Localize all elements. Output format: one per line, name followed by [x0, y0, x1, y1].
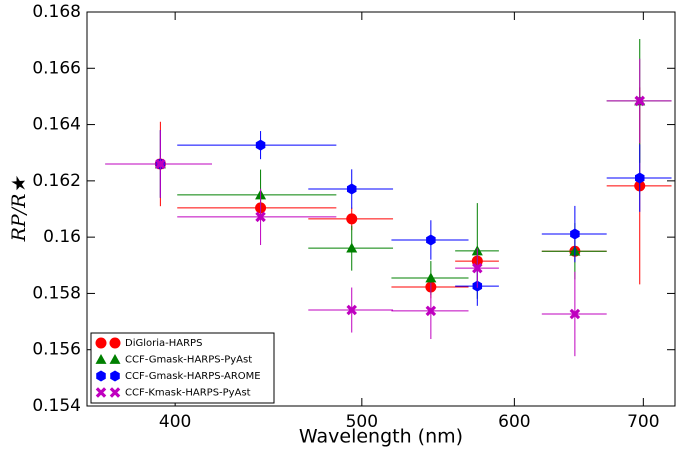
data-point — [346, 304, 357, 316]
data-point — [570, 228, 580, 240]
data-point — [346, 213, 358, 225]
y-tick-label: 0.168 — [32, 2, 81, 22]
data-point — [346, 183, 357, 195]
y-tick-label: 0.16 — [43, 227, 81, 247]
x-axis-label: Wavelength (nm) — [299, 426, 463, 448]
data-point — [346, 242, 358, 253]
legend-marker — [95, 337, 107, 349]
data-point — [634, 95, 646, 107]
data-point — [472, 262, 483, 274]
data-point — [426, 234, 436, 246]
data-point — [634, 172, 645, 184]
legend-marker — [95, 354, 107, 364]
x-tick-label: 600 — [498, 412, 530, 432]
x-tick-label: 400 — [159, 412, 191, 432]
y-tick-label: 0.156 — [32, 340, 81, 360]
legend-box — [90, 332, 275, 404]
legend-marker — [109, 387, 121, 398]
legend-marker — [95, 387, 107, 398]
data-point — [255, 139, 266, 151]
data-point — [569, 308, 581, 320]
data-point — [155, 158, 166, 170]
legend-marker — [110, 370, 120, 382]
y-tick-label: 0.162 — [32, 171, 81, 191]
legend-label: DiGloria-HARPS — [125, 338, 202, 349]
data-point — [425, 272, 437, 283]
x-tick-label: 500 — [346, 412, 378, 432]
y-tick-label: 0.154 — [32, 396, 81, 416]
legend-marker — [109, 337, 121, 349]
legend-marker — [96, 370, 106, 382]
legend-marker — [109, 354, 121, 364]
y-tick-label: 0.166 — [32, 58, 81, 78]
legend-label: CCF-Kmask-HARPS-PyAst — [125, 388, 251, 399]
data-point — [255, 211, 266, 223]
y-tick-label: 0.164 — [32, 115, 81, 135]
data-point — [425, 305, 437, 317]
legend-label: CCF-Gmask-HARPS-PyAst — [125, 355, 252, 366]
legend-label: CCF-Gmask-HARPS-AROME — [125, 371, 261, 382]
y-axis-label: RP/R★ — [8, 176, 30, 243]
y-tick-label: 0.158 — [32, 283, 81, 303]
plot-frame — [86, 11, 676, 407]
x-tick-label: 700 — [627, 412, 659, 432]
